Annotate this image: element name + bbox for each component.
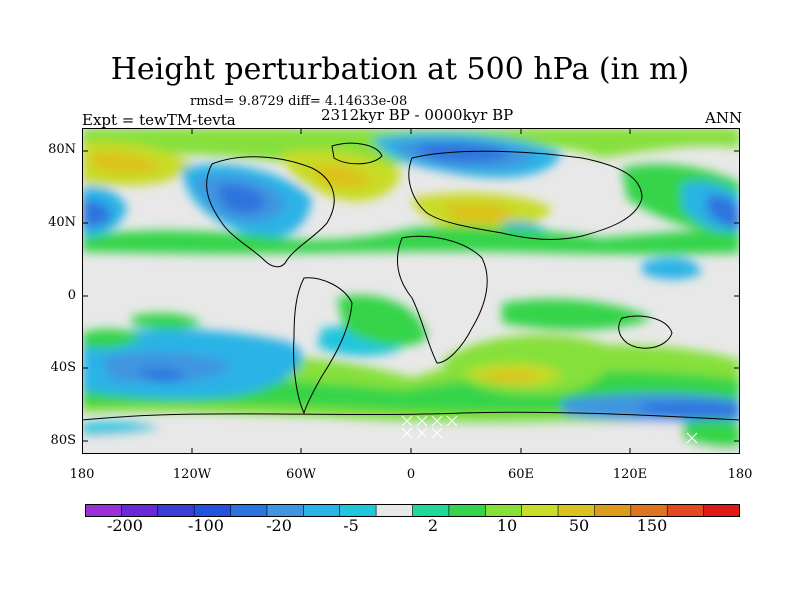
anomaly-map	[82, 128, 740, 454]
colorbar-swatch	[376, 504, 413, 517]
anomaly-field	[82, 128, 740, 454]
colorbar-swatch	[630, 504, 668, 517]
lat-label-80n: 80N	[48, 142, 76, 157]
colorbar-label: -20	[266, 516, 292, 535]
colorbar-swatch	[339, 504, 377, 517]
lon-label-180-east: 180	[727, 467, 753, 482]
colorbar-swatch	[303, 504, 341, 517]
colorbar-swatch	[266, 504, 304, 517]
colorbar-swatch	[485, 504, 523, 517]
colorbar-label: 150	[636, 516, 668, 535]
coastlines	[82, 142, 740, 421]
lon-label-120w: 120W	[172, 467, 212, 482]
colorbar-swatch	[667, 504, 705, 517]
colorbar-swatch	[194, 504, 232, 517]
map-title: Height perturbation at 500 hPa (in m)	[110, 52, 690, 87]
colorbar-swatch	[521, 504, 559, 517]
tick-marks	[82, 128, 740, 454]
colorbar	[85, 504, 740, 517]
hatch-marks	[401, 415, 698, 444]
colorbar-label: 10	[496, 516, 518, 535]
colorbar-swatch	[412, 504, 450, 517]
lon-label-180-west: 180	[69, 467, 95, 482]
colorbar-swatch	[703, 504, 740, 517]
lat-label-0: 0	[67, 288, 76, 303]
colorbar-frame	[85, 504, 740, 517]
lat-label-40n: 40N	[48, 215, 76, 230]
lat-label-40s: 40S	[50, 360, 76, 375]
colorbar-swatch	[594, 504, 632, 517]
lon-label-60e: 60E	[507, 467, 535, 482]
season-label: ANN	[705, 109, 743, 127]
colorbar-label: -100	[188, 516, 224, 535]
colorbar-swatch	[121, 504, 159, 517]
colorbar-swatch	[230, 504, 268, 517]
lat-label-80s: 80S	[50, 433, 76, 448]
colorbar-swatch	[448, 504, 486, 517]
colorbar-label: -200	[107, 516, 143, 535]
lon-label-0: 0	[406, 467, 416, 482]
colorbar-swatch	[85, 504, 122, 517]
colorbar-label: 50	[568, 516, 590, 535]
colorbar-swatch	[558, 504, 595, 517]
colorbar-label: 2	[427, 516, 439, 535]
period-label: 2312kyr BP - 0000kyr BP	[321, 106, 514, 124]
colorbar-swatch	[157, 504, 195, 517]
experiment-label: Expt = tewTM-tevta	[82, 111, 236, 129]
lon-label-120e: 120E	[612, 467, 648, 482]
lon-label-60w: 60W	[286, 467, 316, 482]
colorbar-label: -5	[343, 516, 359, 535]
stats-label: rmsd= 9.8729 diff= 4.14633e-08	[190, 94, 408, 109]
